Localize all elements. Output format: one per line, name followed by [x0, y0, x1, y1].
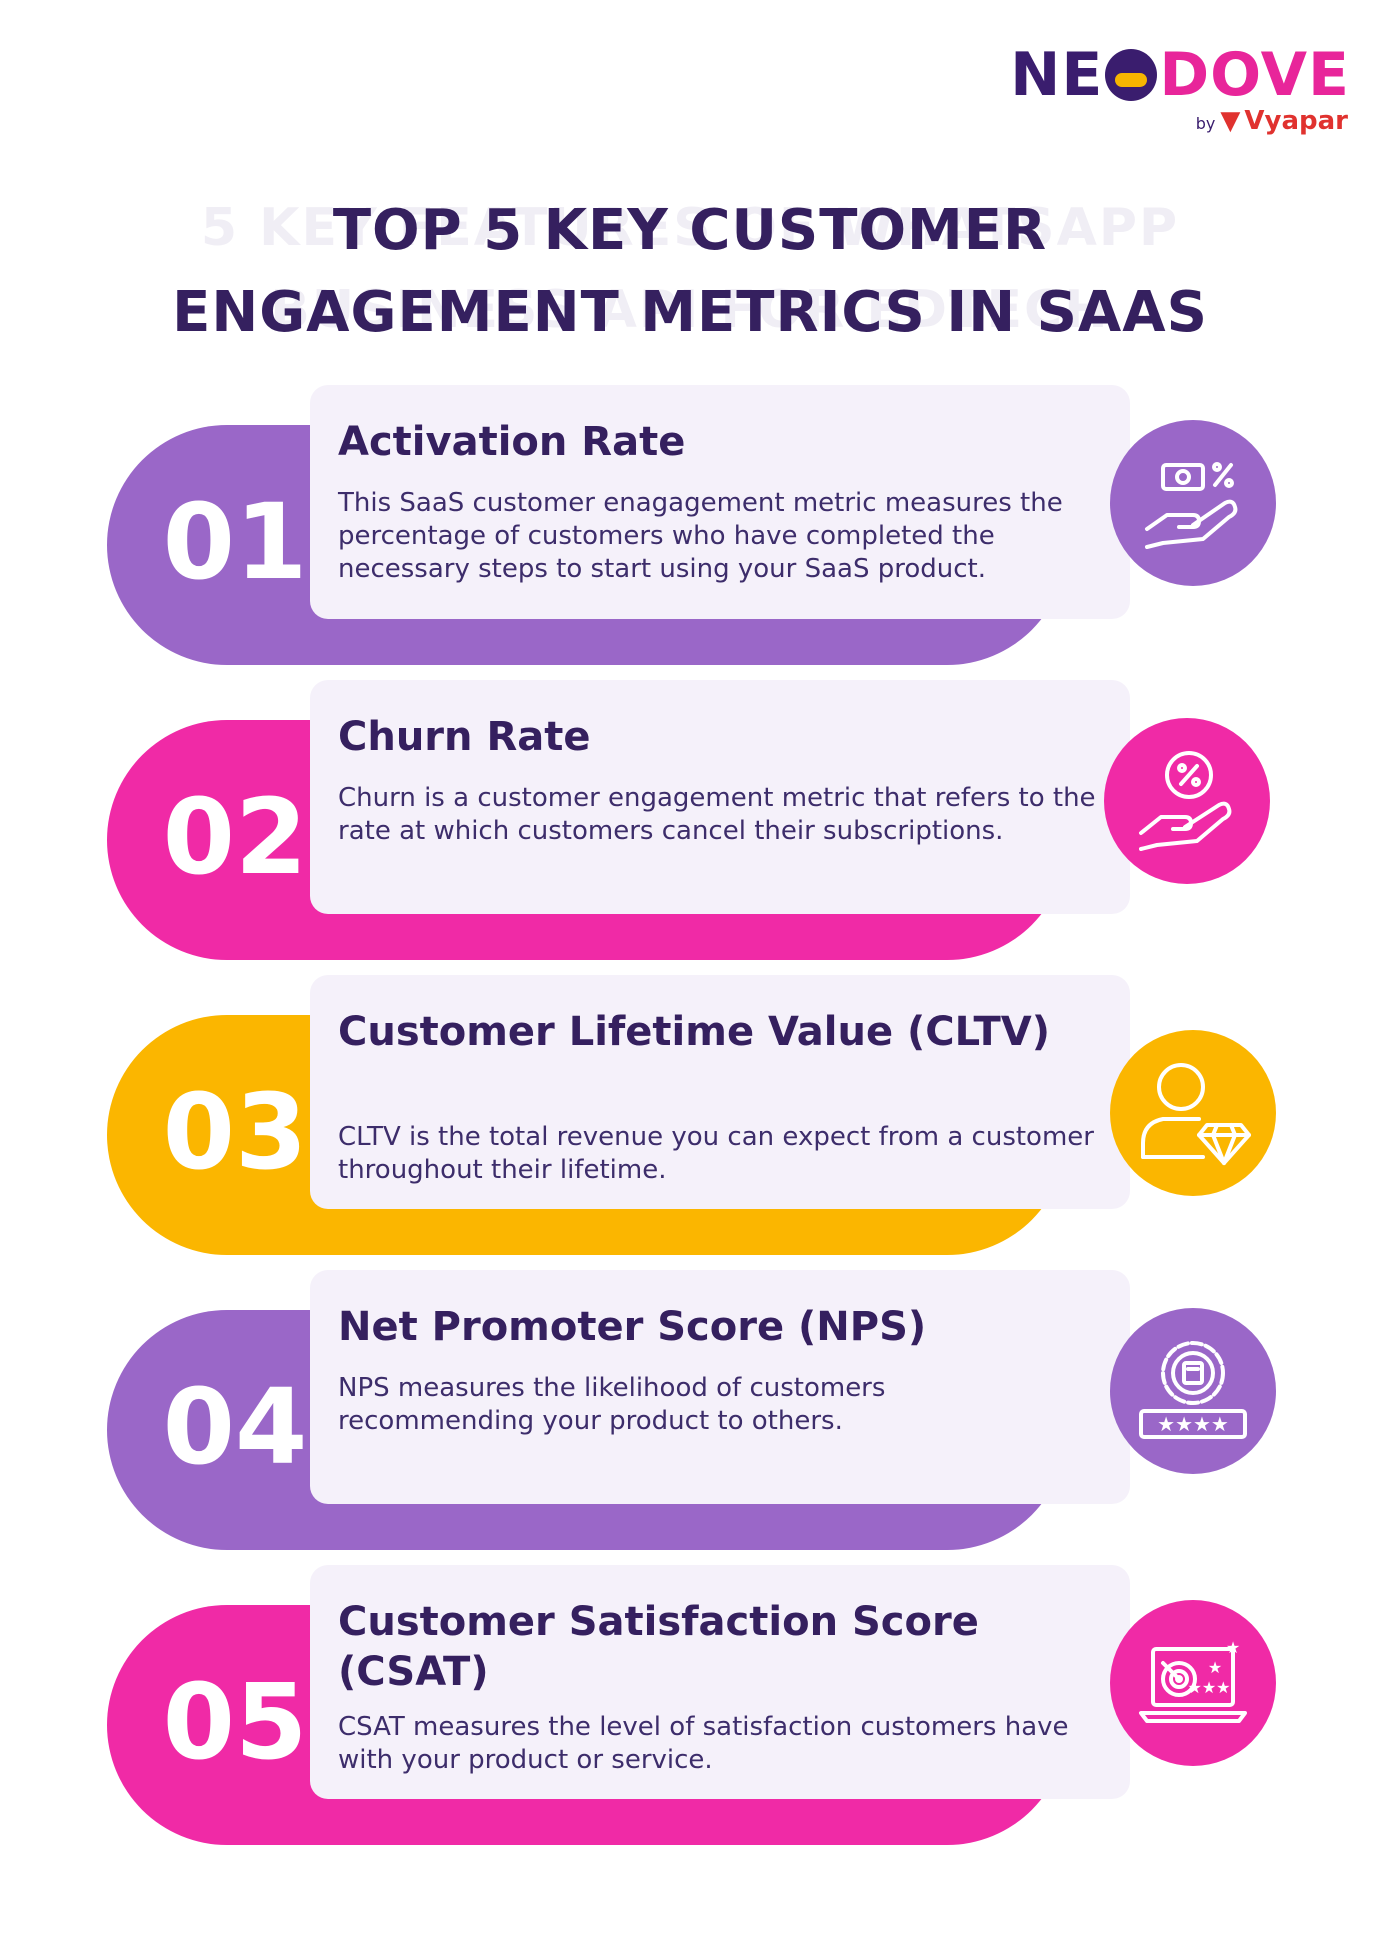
- logo-part-ne: NE: [1010, 40, 1104, 110]
- metric-item-1: 01 Activation Rate This SaaS customer en…: [0, 385, 1380, 685]
- metric-item-2: 02 Churn Rate Churn is a customer engage…: [0, 680, 1380, 980]
- svg-text:★: ★: [1208, 1658, 1222, 1677]
- logo-part-dove: DOVE: [1159, 40, 1350, 110]
- svg-text:★★★★: ★★★★: [1157, 1412, 1229, 1436]
- laptop-target-stars-icon: ★ ★ ★★★: [1110, 1600, 1276, 1766]
- neodove-logo: NE DOVE by ▼ Vyapar: [990, 40, 1350, 140]
- title-line-2: ENGAGEMENT METRICS IN SAAS: [172, 280, 1208, 345]
- metric-item-5: 05 Customer Satisfaction Score (CSAT) CS…: [0, 1565, 1380, 1865]
- metric-title: Customer Lifetime Value (CLTV): [338, 1009, 1051, 1055]
- metric-card: Activation Rate This SaaS customer enaga…: [310, 385, 1130, 619]
- metric-card: Customer Lifetime Value (CLTV) CLTV is t…: [310, 975, 1130, 1209]
- hand-money-percent-icon: [1110, 420, 1276, 586]
- metric-description: CLTV is the total revenue you can expect…: [338, 1122, 1094, 1185]
- title-line-1: TOP 5 KEY CUSTOMER: [332, 198, 1048, 263]
- item-number: 02: [162, 776, 308, 898]
- logo-wordmark: NE DOVE: [1010, 40, 1350, 110]
- metric-title: Net Promoter Score (NPS): [338, 1304, 927, 1350]
- page-title: TOP 5 KEY CUSTOMER ENGAGEMENT METRICS IN…: [0, 190, 1380, 354]
- logo-by: by: [1195, 114, 1216, 133]
- watermark-line-2: BUSINESS API FOR EDTECH: [270, 280, 1110, 340]
- logo-brand: Vyapar: [1244, 106, 1348, 136]
- vyapar-mark-icon: ▼: [1220, 106, 1241, 136]
- metric-description: Churn is a customer engagement metric th…: [338, 783, 1096, 846]
- logo-byline: by ▼ Vyapar: [1196, 106, 1348, 136]
- item-number: 05: [162, 1661, 308, 1783]
- person-diamond-icon: [1110, 1030, 1276, 1196]
- item-number: 04: [162, 1366, 308, 1488]
- svg-text:★★★: ★★★: [1187, 1678, 1230, 1697]
- metric-description: This SaaS customer enagagement metric me…: [338, 488, 1063, 584]
- metric-description: NPS measures the likelihood of customers…: [338, 1373, 886, 1436]
- metric-card: Net Promoter Score (NPS) NPS measures th…: [310, 1270, 1130, 1504]
- badge-stars-icon: ★★★★: [1110, 1308, 1276, 1474]
- metric-card: Customer Satisfaction Score (CSAT) CSAT …: [310, 1565, 1130, 1799]
- metric-item-3: 03 Customer Lifetime Value (CLTV) CLTV i…: [0, 975, 1380, 1275]
- metric-title: Churn Rate: [338, 714, 591, 760]
- svg-text:★: ★: [1226, 1638, 1240, 1657]
- logo-o-icon: [1105, 49, 1158, 101]
- metric-title: Activation Rate: [338, 419, 686, 465]
- metric-item-4: 04 Net Promoter Score (NPS) NPS measures…: [0, 1270, 1380, 1570]
- metric-description: CSAT measures the level of satisfaction …: [338, 1712, 1069, 1775]
- item-number: 01: [162, 481, 308, 603]
- watermark-line-1: 5 KEY FEATURES OF WHATSAPP: [200, 198, 1180, 258]
- metric-title: Customer Satisfaction Score (CSAT): [338, 1599, 979, 1695]
- item-number: 03: [162, 1071, 308, 1193]
- hand-percent-coin-icon: [1104, 718, 1270, 884]
- metric-card: Churn Rate Churn is a customer engagemen…: [310, 680, 1130, 914]
